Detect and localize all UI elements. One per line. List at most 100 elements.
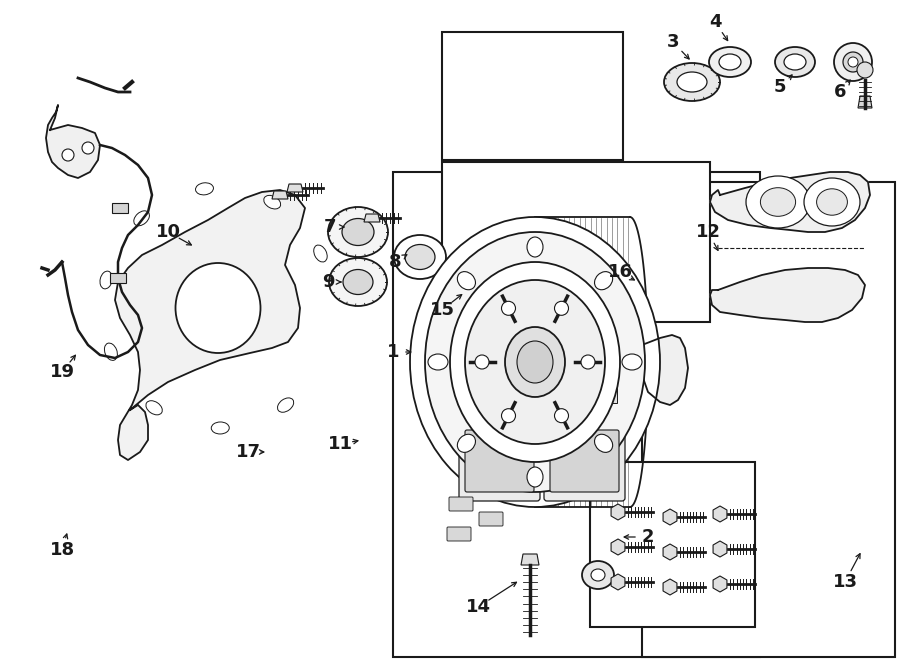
Ellipse shape [505, 327, 565, 397]
Ellipse shape [425, 232, 645, 492]
Ellipse shape [848, 57, 858, 67]
FancyBboxPatch shape [479, 512, 503, 526]
Ellipse shape [314, 245, 328, 262]
Ellipse shape [784, 54, 806, 70]
Text: 1: 1 [387, 343, 400, 361]
Text: 3: 3 [667, 33, 680, 51]
Polygon shape [115, 190, 305, 460]
FancyBboxPatch shape [449, 497, 473, 511]
Circle shape [501, 301, 516, 315]
Ellipse shape [277, 398, 293, 412]
Ellipse shape [816, 189, 848, 215]
FancyBboxPatch shape [447, 527, 471, 541]
Polygon shape [272, 191, 288, 199]
Ellipse shape [212, 422, 230, 434]
Bar [393, 172, 760, 657]
Ellipse shape [264, 195, 281, 209]
Bar [442, 162, 710, 322]
Ellipse shape [195, 183, 213, 195]
Text: 4: 4 [709, 13, 721, 31]
Ellipse shape [677, 72, 707, 92]
Ellipse shape [450, 262, 620, 462]
Ellipse shape [843, 52, 863, 72]
Circle shape [62, 149, 74, 161]
Polygon shape [521, 554, 539, 565]
Ellipse shape [329, 258, 387, 306]
Ellipse shape [343, 269, 373, 295]
Text: 8: 8 [389, 253, 401, 271]
Ellipse shape [405, 244, 435, 269]
Circle shape [501, 408, 516, 423]
Polygon shape [287, 184, 303, 192]
Ellipse shape [342, 218, 374, 246]
Bar [112, 203, 128, 213]
Bar [552, 388, 564, 403]
Ellipse shape [664, 63, 720, 101]
Polygon shape [640, 335, 688, 405]
Bar [110, 273, 126, 283]
Text: 14: 14 [465, 598, 491, 616]
Ellipse shape [746, 176, 810, 228]
Text: 11: 11 [328, 435, 353, 453]
Ellipse shape [134, 211, 149, 226]
Text: 7: 7 [324, 218, 337, 236]
Polygon shape [858, 96, 872, 108]
Bar [520, 388, 532, 403]
Ellipse shape [582, 561, 614, 589]
Text: 9: 9 [322, 273, 334, 291]
Text: 12: 12 [696, 223, 721, 241]
Ellipse shape [591, 569, 605, 581]
Bar [467, 388, 479, 403]
Ellipse shape [410, 217, 660, 507]
Ellipse shape [527, 237, 543, 257]
Text: 17: 17 [236, 443, 260, 461]
Bar [590, 462, 755, 627]
Text: 10: 10 [156, 223, 181, 241]
Circle shape [554, 408, 569, 423]
Text: 5: 5 [774, 78, 787, 96]
Ellipse shape [595, 434, 613, 452]
Polygon shape [46, 105, 100, 178]
Ellipse shape [775, 47, 815, 77]
Text: 19: 19 [50, 363, 75, 381]
Ellipse shape [465, 280, 605, 444]
Ellipse shape [527, 467, 543, 487]
FancyBboxPatch shape [544, 390, 625, 501]
Circle shape [857, 62, 873, 78]
Text: 15: 15 [429, 301, 454, 319]
Ellipse shape [428, 354, 448, 370]
Bar [642, 182, 895, 657]
Ellipse shape [834, 43, 872, 81]
Bar [605, 388, 617, 403]
Circle shape [581, 355, 595, 369]
FancyBboxPatch shape [465, 430, 534, 492]
Circle shape [554, 301, 569, 315]
Text: 16: 16 [608, 263, 633, 281]
Ellipse shape [146, 401, 162, 415]
FancyBboxPatch shape [459, 390, 540, 501]
Ellipse shape [328, 207, 388, 257]
FancyBboxPatch shape [550, 430, 619, 492]
Ellipse shape [760, 188, 796, 216]
Ellipse shape [457, 434, 475, 452]
Ellipse shape [176, 263, 260, 353]
Polygon shape [710, 172, 870, 232]
Ellipse shape [394, 235, 446, 279]
Circle shape [475, 355, 489, 369]
Text: 13: 13 [832, 573, 858, 591]
Ellipse shape [104, 343, 117, 360]
Text: 18: 18 [50, 541, 75, 559]
Ellipse shape [595, 271, 613, 290]
Ellipse shape [517, 341, 553, 383]
Bar [442, 32, 623, 160]
Text: 6: 6 [833, 83, 846, 101]
Circle shape [82, 142, 94, 154]
Ellipse shape [709, 47, 751, 77]
Text: 2: 2 [642, 528, 654, 546]
Ellipse shape [622, 354, 642, 370]
Polygon shape [710, 268, 865, 322]
Ellipse shape [100, 271, 112, 289]
Ellipse shape [719, 54, 741, 70]
Ellipse shape [457, 271, 475, 290]
Ellipse shape [804, 178, 860, 226]
